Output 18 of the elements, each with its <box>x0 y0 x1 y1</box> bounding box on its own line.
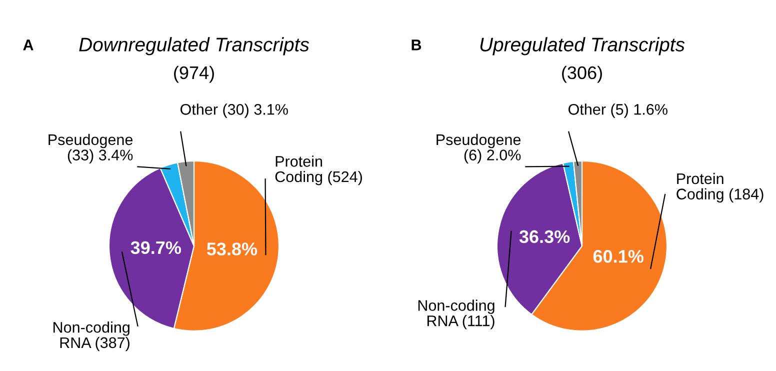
chart-subtitle: (306) <box>562 66 602 83</box>
data-label: 60.1% <box>593 250 644 263</box>
slice-label: Other (30) 3.1% <box>180 104 288 118</box>
data-label: 53.8% <box>206 242 258 256</box>
data-label: 39.7% <box>130 241 182 254</box>
chart-title: Downregulated Transcripts <box>79 37 310 56</box>
slice-label: Pseudogene (6) 2.0% <box>436 134 521 164</box>
slice-label: Pseudogene (33) 3.4% <box>48 134 133 164</box>
text: A <box>23 40 34 50</box>
slice-label: Other (5) 1.6% <box>568 104 668 118</box>
chart-subtitle: (974) <box>174 66 214 83</box>
slice-label: Protein Coding (524) <box>275 156 362 186</box>
text: B <box>412 40 422 50</box>
slice-label: Protein Coding (184) <box>676 172 764 203</box>
chart-title: Upregulated Transcripts <box>480 37 685 56</box>
slice-label: Non-coding RNA (387) <box>54 322 130 352</box>
slice-label: Non-coding RNA (111) <box>418 300 494 330</box>
data-label: 36.3% <box>519 230 570 244</box>
